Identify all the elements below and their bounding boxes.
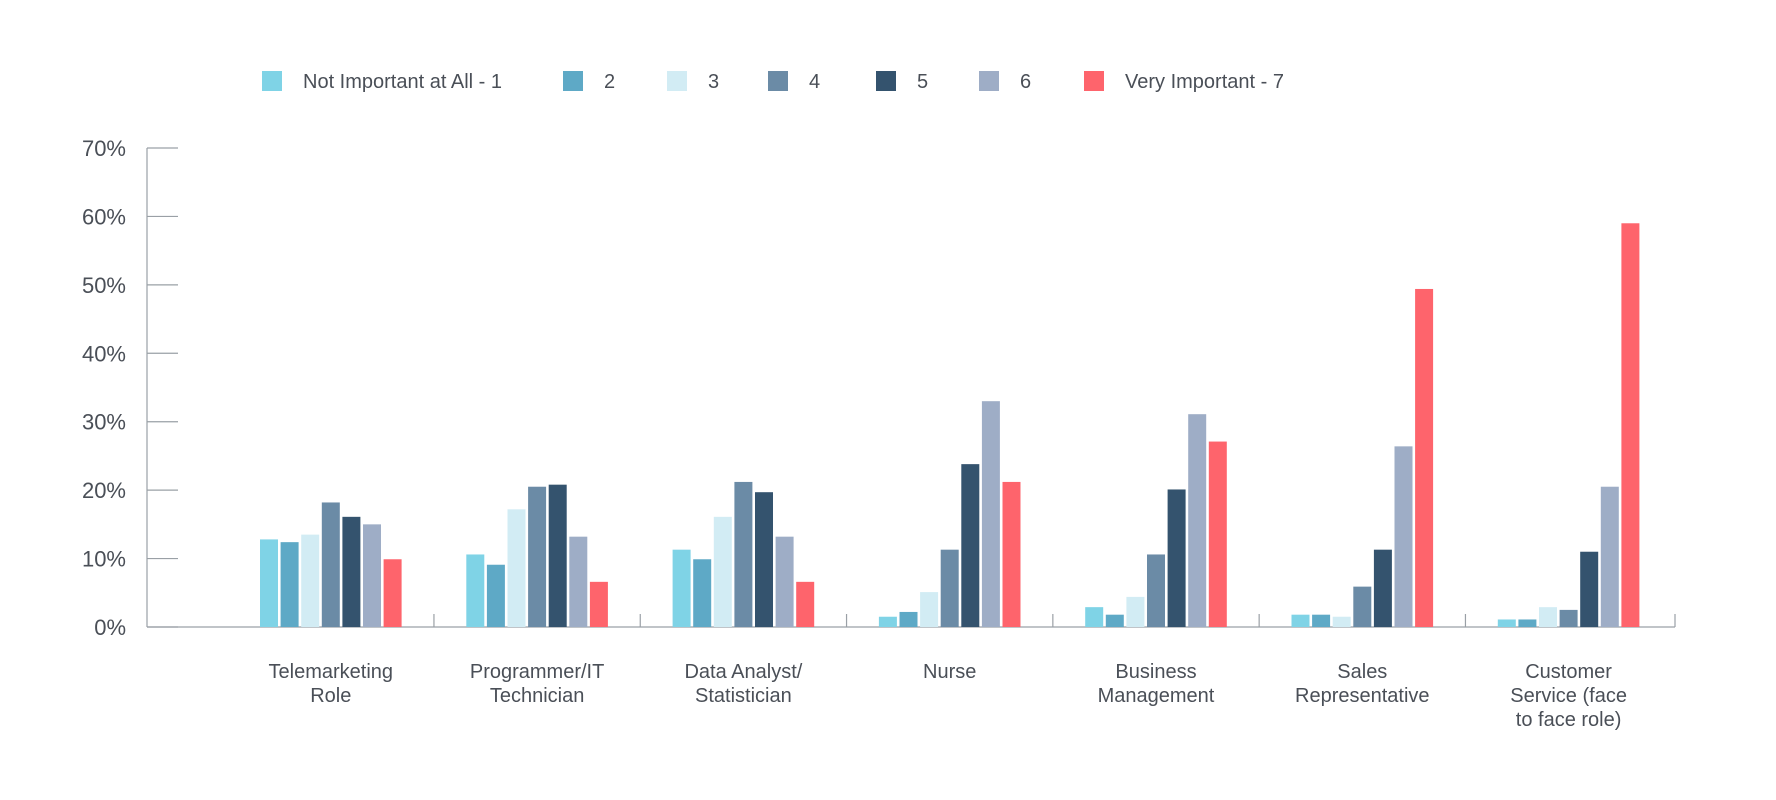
bar — [899, 611, 918, 627]
legend-item: Very Important - 7 — [1084, 71, 1284, 93]
bar — [1415, 288, 1434, 627]
legend-item: 2 — [563, 71, 615, 93]
bar — [1208, 441, 1227, 627]
bar — [775, 536, 794, 627]
y-tick-label: 60% — [82, 204, 126, 229]
category-label: Data Analyst/Statistician — [684, 661, 802, 707]
legend-label: Not Important at All - 1 — [303, 71, 502, 93]
bar — [1105, 614, 1124, 627]
y-tick-label: 50% — [82, 273, 126, 298]
bar — [796, 581, 815, 627]
bar — [755, 492, 773, 627]
bar — [1518, 619, 1537, 627]
legend-item: 4 — [768, 71, 820, 93]
bar — [1085, 607, 1104, 627]
category-label: Programmer/IT Technician — [470, 661, 604, 707]
bar — [961, 464, 980, 627]
bar — [1291, 614, 1310, 627]
bar — [1600, 486, 1619, 627]
legend-item: 5 — [876, 71, 928, 93]
legend-item: 3 — [667, 71, 719, 93]
bar — [734, 481, 753, 627]
bar-group — [878, 401, 1021, 627]
bar — [342, 516, 361, 627]
bar — [940, 549, 959, 627]
category-label: Telemarketing Role — [269, 661, 394, 707]
category-label: Sales Representative — [1295, 661, 1430, 707]
bar — [507, 509, 526, 627]
bar — [713, 516, 732, 627]
bar — [1147, 554, 1165, 627]
legend-swatch — [1084, 71, 1104, 91]
y-tick-label: 0% — [94, 615, 126, 640]
bar — [920, 592, 939, 627]
bar-group — [1291, 288, 1434, 627]
bar — [589, 581, 608, 627]
bar — [1559, 609, 1578, 627]
bar — [1353, 586, 1372, 627]
bar — [1497, 619, 1516, 627]
bar — [301, 534, 320, 627]
legend-item: 6 — [979, 71, 1031, 93]
bars — [260, 223, 1640, 627]
bar — [569, 536, 588, 627]
bar — [1332, 616, 1351, 627]
bar — [280, 542, 299, 627]
bar — [1539, 607, 1557, 627]
bar-group — [466, 484, 608, 627]
y-tick-label: 30% — [82, 410, 126, 435]
legend-label: 5 — [917, 71, 928, 93]
bar — [528, 486, 547, 627]
legend-label: 2 — [604, 71, 615, 93]
legend-swatch — [262, 71, 282, 91]
x-axis: Telemarketing Role Programmer/IT Technician… — [147, 614, 1676, 731]
y-tick-label: 10% — [82, 547, 126, 572]
y-tick-label: 70% — [82, 136, 126, 161]
bar — [693, 559, 712, 627]
legend: Not Important at All - 1 2 3 4 5 6 Very Import… — [262, 71, 1284, 93]
bar — [548, 484, 567, 627]
legend-label: 3 — [708, 71, 719, 93]
legend-label: Very Important - 7 — [1125, 71, 1284, 93]
legend-swatch — [876, 71, 896, 91]
bar — [260, 539, 278, 627]
bar — [1126, 596, 1145, 627]
bar — [1002, 481, 1021, 627]
y-tick-label: 40% — [82, 341, 126, 366]
bar — [1580, 551, 1599, 627]
bar-group — [1497, 223, 1640, 627]
bar — [1621, 223, 1640, 627]
bar — [363, 524, 381, 627]
legend-swatch — [667, 71, 687, 91]
y-axis: 0% 10% 20% 30% 40% 50% 60% 70% — [82, 136, 178, 640]
bar — [466, 554, 485, 627]
legend-label: 4 — [809, 71, 820, 93]
bar — [1188, 414, 1207, 627]
bar — [383, 559, 402, 627]
category-label: Nurse — [923, 661, 976, 683]
bar — [1394, 446, 1413, 627]
y-tick-label: 20% — [82, 478, 126, 503]
bar — [878, 616, 897, 627]
bar — [1373, 549, 1392, 627]
category-label: Customer Service (face to face role) — [1510, 661, 1627, 731]
bar-group — [260, 502, 402, 627]
legend-label: 6 — [1020, 71, 1031, 93]
bar — [321, 502, 340, 627]
bar — [486, 564, 505, 627]
bar — [981, 401, 1000, 627]
legend-swatch — [979, 71, 999, 91]
bar-group — [672, 481, 815, 627]
bar — [1167, 489, 1186, 627]
legend-swatch — [768, 71, 788, 91]
bar-group — [1085, 414, 1227, 627]
bar — [1312, 614, 1331, 627]
bar — [672, 549, 691, 627]
legend-item: Not Important at All - 1 — [262, 71, 502, 93]
legend-swatch — [563, 71, 583, 91]
category-label: Business Management — [1098, 661, 1215, 707]
